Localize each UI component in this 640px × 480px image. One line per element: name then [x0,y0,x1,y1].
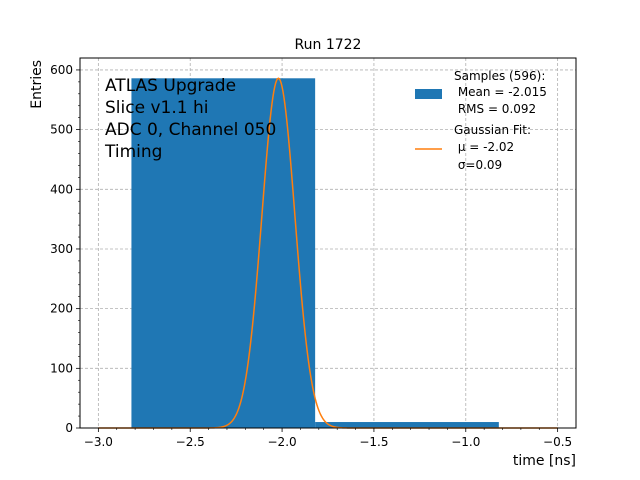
histogram-bar [131,78,316,429]
y-tick-label: 400 [50,182,73,196]
plot-frame [79,57,577,429]
y-tick-label: 200 [50,302,73,316]
axis-ticks: −3.0 −2.5 −2.0 −1.5 −1.0 −0.5 0 100 200 300 400 500… [50,63,572,449]
y-tick-label: 300 [50,242,73,256]
annotation-block: ATLAS Upgrade Slice v1.1 hi ADC 0, Chann… [104,76,276,162]
legend-samples-line: Mean = -2.015 [454,85,547,99]
legend: Samples (596): Mean = -2.015 RMS = 0.092… [415,69,547,172]
legend-fit-line: σ=0.09 [454,158,502,172]
x-tick-label: −2.0 [268,435,297,449]
y-tick-label: 0 [65,421,73,435]
legend-fit-line: μ = -2.02 [454,140,514,154]
x-tick-label: −3.0 [84,435,113,449]
x-tick-label: −1.0 [451,435,480,449]
annotation-line: Slice v1.1 hi [105,98,208,118]
x-axis-label: time [ns] [513,453,576,469]
histogram-bar [315,422,499,428]
annotation-line: ADC 0, Channel 050 [105,120,276,140]
legend-samples-line: Samples (596): [454,69,545,83]
y-tick-label: 500 [50,123,73,137]
x-tick-label: −0.5 [543,435,572,449]
annotation-line: Timing [104,142,162,162]
annotation-line: ATLAS Upgrade [105,76,236,96]
x-tick-label: −2.5 [176,435,205,449]
x-tick-label: −1.5 [359,435,388,449]
y-tick-label: 100 [50,361,73,375]
chart-title: Run 1722 [295,37,362,53]
y-axis-label: Entries [29,60,45,109]
legend-fit-line: Gaussian Fit: [454,123,531,137]
legend-swatch-samples [415,89,442,99]
y-tick-label: 600 [50,63,73,77]
histogram-bars [131,78,499,429]
legend-samples-line: RMS = 0.092 [454,102,536,116]
